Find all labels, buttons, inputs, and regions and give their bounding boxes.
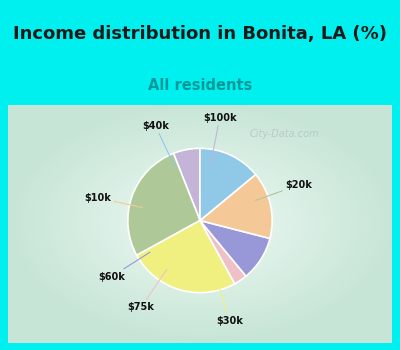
Text: $30k: $30k	[216, 277, 243, 326]
Wedge shape	[200, 220, 246, 284]
Wedge shape	[174, 148, 200, 220]
Wedge shape	[200, 148, 256, 220]
Wedge shape	[200, 220, 270, 276]
Text: $10k: $10k	[84, 193, 142, 208]
Text: Income distribution in Bonita, LA (%): Income distribution in Bonita, LA (%)	[13, 26, 387, 43]
Text: $20k: $20k	[256, 180, 312, 201]
Wedge shape	[200, 175, 272, 238]
Text: $75k: $75k	[128, 270, 167, 312]
Text: $100k: $100k	[203, 113, 236, 162]
Text: All residents: All residents	[148, 78, 252, 93]
Text: City-Data.com: City-Data.com	[250, 128, 319, 139]
Text: $60k: $60k	[98, 252, 150, 282]
Wedge shape	[137, 220, 235, 293]
Wedge shape	[128, 153, 200, 255]
Text: $40k: $40k	[142, 121, 175, 167]
